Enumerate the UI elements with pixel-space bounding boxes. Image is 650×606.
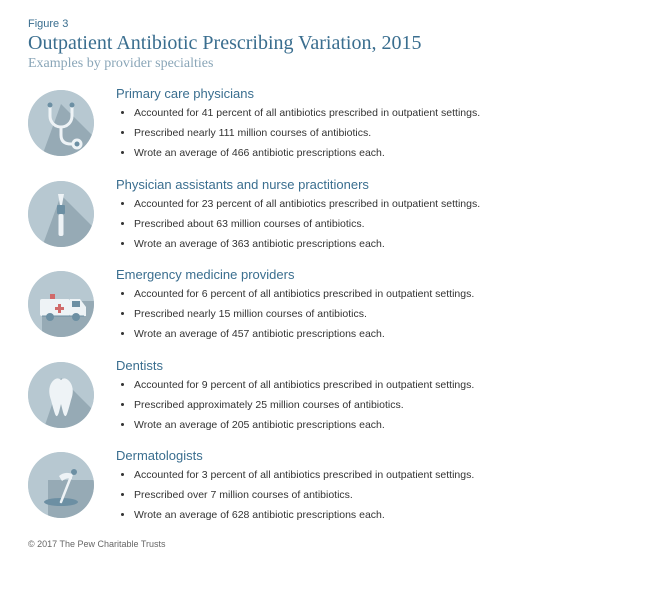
sections-container: Primary care physicians Accounted for 41 … — [28, 86, 622, 529]
icon-column — [28, 86, 106, 156]
section-row: Emergency medicine providers Accounted fo… — [28, 267, 622, 348]
bullet-item: Prescribed over 7 million courses of ant… — [134, 488, 622, 502]
figure-label: Figure 3 — [28, 18, 622, 30]
bullet-item: Accounted for 6 percent of all antibioti… — [134, 287, 622, 301]
bullet-item: Accounted for 41 percent of all antibiot… — [134, 106, 622, 120]
bullet-item: Wrote an average of 466 antibiotic presc… — [134, 146, 622, 160]
category-heading: Dermatologists — [116, 448, 622, 463]
bullet-list: Accounted for 41 percent of all antibiot… — [116, 106, 622, 161]
bullet-item: Wrote an average of 457 antibiotic presc… — [134, 327, 622, 341]
page-title: Outpatient Antibiotic Prescribing Variat… — [28, 32, 622, 55]
bullet-item: Prescribed about 63 million courses of a… — [134, 217, 622, 231]
icon-column — [28, 177, 106, 247]
bullet-item: Accounted for 9 percent of all antibioti… — [134, 378, 622, 392]
bullet-list: Accounted for 6 percent of all antibioti… — [116, 287, 622, 342]
bullet-list: Accounted for 23 percent of all antibiot… — [116, 197, 622, 252]
icon-column — [28, 448, 106, 518]
bullet-item: Wrote an average of 363 antibiotic presc… — [134, 237, 622, 251]
text-column: Emergency medicine providers Accounted fo… — [106, 267, 622, 348]
tooth-icon — [28, 362, 94, 428]
section-row: Dermatologists Accounted for 3 percent of… — [28, 448, 622, 529]
section-row: Physician assistants and nurse practitio… — [28, 177, 622, 258]
bullet-item: Prescribed nearly 15 million courses of … — [134, 307, 622, 321]
bullet-item: Prescribed approximately 25 million cour… — [134, 398, 622, 412]
otoscope-icon — [28, 181, 94, 247]
derm-lamp-icon — [28, 452, 94, 518]
bullet-item: Accounted for 23 percent of all antibiot… — [134, 197, 622, 211]
bullet-item: Accounted for 3 percent of all antibioti… — [134, 468, 622, 482]
copyright-footer: © 2017 The Pew Charitable Trusts — [28, 539, 622, 549]
category-heading: Dentists — [116, 358, 622, 373]
icon-column — [28, 267, 106, 337]
category-heading: Primary care physicians — [116, 86, 622, 101]
icon-column — [28, 358, 106, 428]
bullet-item: Prescribed nearly 111 million courses of… — [134, 126, 622, 140]
text-column: Dermatologists Accounted for 3 percent of… — [106, 448, 622, 529]
ambulance-icon — [28, 271, 94, 337]
bullet-list: Accounted for 3 percent of all antibioti… — [116, 468, 622, 523]
bullet-item: Wrote an average of 628 antibiotic presc… — [134, 508, 622, 522]
section-row: Primary care physicians Accounted for 41 … — [28, 86, 622, 167]
category-heading: Emergency medicine providers — [116, 267, 622, 282]
page-subtitle: Examples by provider specialties — [28, 56, 622, 72]
bullet-item: Wrote an average of 205 antibiotic presc… — [134, 418, 622, 432]
text-column: Dentists Accounted for 9 percent of all a… — [106, 358, 622, 439]
text-column: Primary care physicians Accounted for 41 … — [106, 86, 622, 167]
category-heading: Physician assistants and nurse practitio… — [116, 177, 622, 192]
section-row: Dentists Accounted for 9 percent of all a… — [28, 358, 622, 439]
stethoscope-icon — [28, 90, 94, 156]
bullet-list: Accounted for 9 percent of all antibioti… — [116, 378, 622, 433]
text-column: Physician assistants and nurse practitio… — [106, 177, 622, 258]
